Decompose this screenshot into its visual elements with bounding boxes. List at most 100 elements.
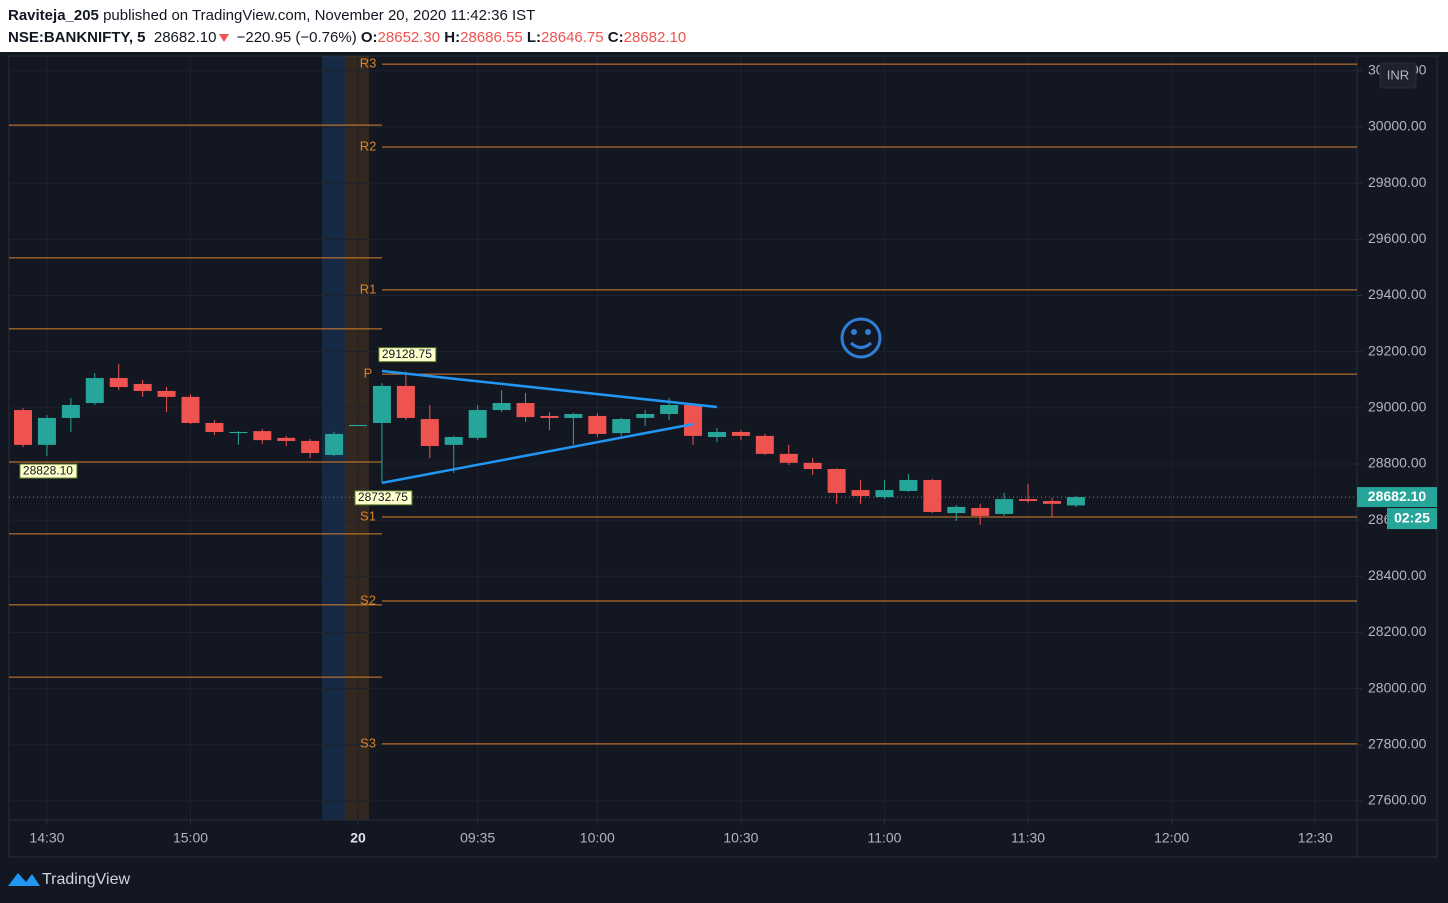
- candle-body: [540, 415, 559, 418]
- pivot-label: S2: [360, 592, 376, 607]
- candle-body: [277, 437, 296, 441]
- ohlc-key: L:: [526, 29, 542, 46]
- price-note: 28732.75: [358, 490, 408, 504]
- currency-badge: [1379, 62, 1417, 89]
- price-note: 28828.10: [23, 463, 73, 477]
- candle-body: [875, 490, 894, 498]
- author: Raviteja_205: [8, 7, 99, 24]
- smiley-icon: [840, 317, 882, 359]
- ohlc-value: 28682.10: [623, 29, 687, 46]
- ohlc-key: O:: [360, 29, 378, 46]
- candle-body: [468, 410, 487, 438]
- ohlc-value: 28646.75: [541, 29, 604, 46]
- x-tick-label: 12:30: [1298, 830, 1333, 846]
- candle-body: [492, 403, 511, 411]
- ohlc-value: 28652.30: [377, 29, 441, 46]
- candle-body: [301, 440, 320, 454]
- header-line: Raviteja_205 published on TradingView.co…: [8, 7, 535, 24]
- brand: TradingView: [42, 871, 130, 888]
- y-tick-label: 29800.00: [1368, 174, 1427, 190]
- header-line: NSE:BANKNIFTY, 5 28682.10 −220.95 (−0.76…: [8, 29, 686, 46]
- candle-body: [85, 378, 104, 404]
- y-tick-label: 27600.00: [1368, 792, 1427, 808]
- x-tick-label: 10:30: [723, 830, 758, 846]
- x-tick-label: 10:00: [580, 830, 615, 846]
- candle-body: [109, 378, 128, 388]
- candle-body: [851, 490, 870, 496]
- y-tick-label: 27800.00: [1368, 735, 1427, 751]
- candle-body: [731, 431, 750, 436]
- y-tick-label: 29600.00: [1368, 230, 1427, 246]
- ohlc-key: H:: [444, 29, 461, 46]
- y-tick-label: 29400.00: [1368, 286, 1427, 302]
- pivot-label: S3: [360, 735, 376, 750]
- candle-body: [372, 385, 391, 423]
- ohlc: O:28652.30 H:28686.55 L:28646.75 C:28682…: [361, 29, 686, 46]
- candle-body: [684, 405, 703, 436]
- session-shade: [345, 56, 369, 820]
- y-tick-label: 29200.00: [1368, 342, 1427, 358]
- candle-body: [349, 424, 368, 427]
- candle-body: [1066, 497, 1085, 506]
- price-note-box: [19, 463, 78, 479]
- candle-body: [325, 433, 344, 455]
- candle-body: [660, 405, 679, 414]
- x-tick-label: 14:30: [29, 830, 64, 846]
- candle-body: [755, 435, 774, 454]
- pivot-label: R3: [360, 56, 377, 71]
- y-tick-label: 28200.00: [1368, 623, 1427, 639]
- last-price-label: 28682.10: [1368, 488, 1427, 504]
- last: 28682.10: [153, 29, 217, 46]
- price-note: 29128.75: [382, 347, 432, 361]
- candle-body: [516, 403, 535, 418]
- candle-body: [157, 390, 176, 397]
- candle-body: [253, 431, 272, 441]
- candle-body: [636, 413, 655, 418]
- candle-body: [588, 415, 607, 434]
- candle-body: [14, 410, 32, 445]
- countdown: 02:25: [1394, 509, 1430, 525]
- down-arrow: [219, 34, 230, 43]
- pivot-label: R2: [360, 138, 377, 153]
- candle-body: [564, 413, 583, 418]
- candle-body: [229, 431, 248, 434]
- candle-body: [61, 405, 80, 418]
- candle-body: [420, 419, 439, 447]
- candle-body: [1042, 501, 1061, 504]
- candle-body: [205, 422, 224, 432]
- last-price-badge: [1357, 487, 1437, 508]
- y-tick-label: 30000.00: [1368, 118, 1427, 134]
- candle-body: [37, 417, 56, 445]
- trendline: [381, 369, 718, 409]
- x-tick-label: 09:35: [460, 830, 495, 846]
- y-tick-label: 28800.00: [1368, 455, 1427, 471]
- candle-body: [181, 396, 200, 423]
- candle-body: [779, 453, 798, 463]
- pivot-label: S1: [360, 508, 376, 523]
- x-tick-label: 12:00: [1154, 830, 1189, 846]
- price-note-box: [378, 347, 437, 363]
- candle-body: [971, 508, 990, 516]
- candle-body: [707, 431, 726, 438]
- candle-body: [827, 469, 846, 493]
- header: Raviteja_205 published on TradingView.co…: [0, 0, 1448, 52]
- pivot-label: P: [364, 366, 373, 381]
- published: published on TradingView.com, November 2…: [103, 7, 536, 24]
- candle-body: [947, 506, 966, 514]
- trendline: [381, 422, 694, 485]
- candle-body: [923, 479, 942, 512]
- ohlc-value: 28686.55: [460, 29, 523, 46]
- candle-body: [1019, 499, 1038, 502]
- chart-frame: [8, 55, 1438, 858]
- change: −220.95 (−0.76%): [236, 29, 357, 46]
- logo: [8, 873, 40, 886]
- y-tick-label: 29000.00: [1368, 399, 1427, 415]
- candle-body: [396, 385, 415, 418]
- x-tick-label: 20: [350, 830, 366, 846]
- candle-body: [803, 462, 822, 470]
- candle-body: [899, 479, 918, 491]
- ohlc-key: C:: [607, 29, 624, 46]
- candle-body: [995, 499, 1014, 514]
